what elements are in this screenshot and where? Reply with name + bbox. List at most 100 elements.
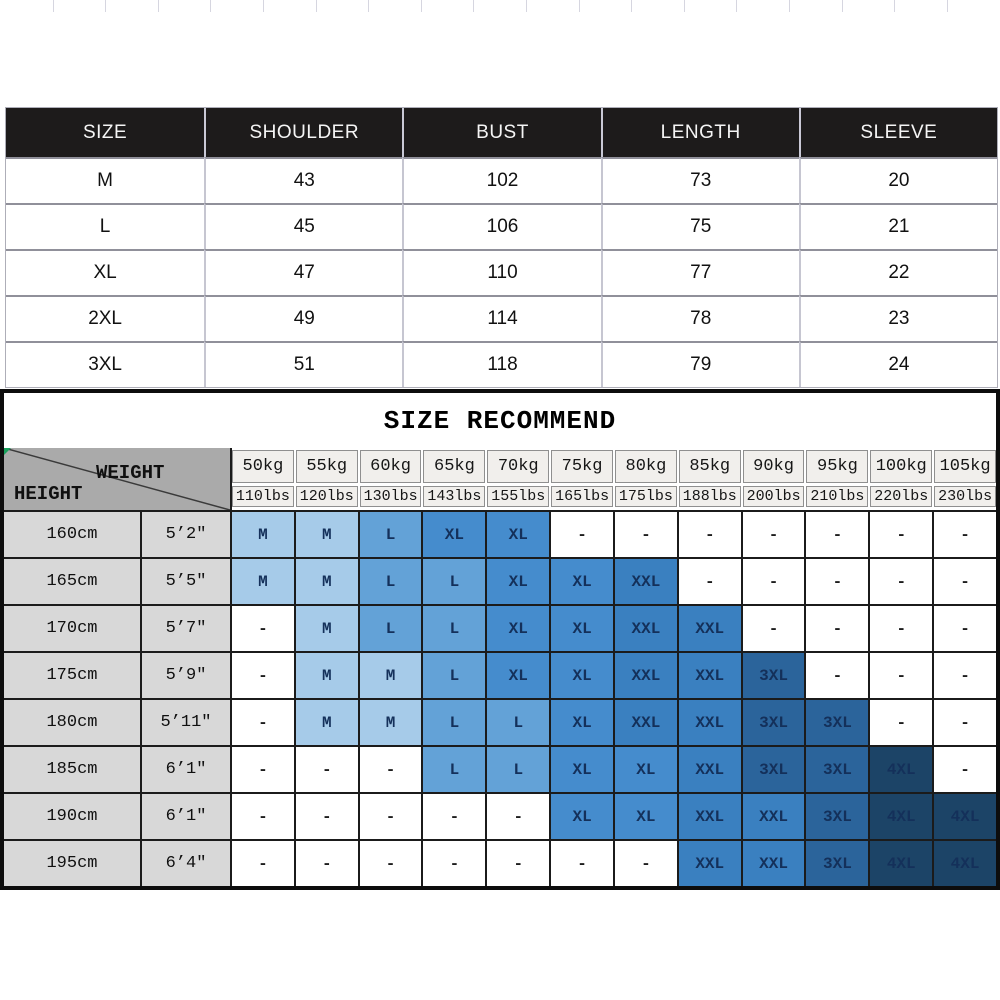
size-recommend-cell: XL bbox=[614, 794, 677, 839]
size-recommend-cell: - bbox=[870, 512, 933, 557]
size-recommend-cell: - bbox=[232, 794, 294, 839]
height-ft-cell: 5’5″ bbox=[142, 559, 230, 604]
size-recommend-cell: M bbox=[359, 700, 422, 745]
weight-kg-cell: 55kg bbox=[295, 450, 358, 483]
weight-lbs-cell: 155lbs bbox=[487, 486, 550, 507]
size-recommend-cell: - bbox=[487, 841, 550, 886]
weight-kg-cell: 50kg bbox=[232, 450, 294, 483]
height-ft-cell: 6’4″ bbox=[142, 841, 230, 886]
size-recommend-cell: L bbox=[423, 747, 486, 792]
weight-kg-cell: 105kg bbox=[934, 450, 996, 483]
size-table-cell: 47 bbox=[204, 249, 403, 295]
size-recommend-cell: XL bbox=[487, 606, 550, 651]
size-table-cell: 21 bbox=[798, 203, 997, 249]
size-recommend-cell: 3XL bbox=[806, 700, 869, 745]
size-recommend-cell: XXL bbox=[614, 700, 677, 745]
size-recommend-cell: - bbox=[487, 794, 550, 839]
height-cm-cell: 185cm bbox=[4, 747, 140, 792]
size-recommend-cell: - bbox=[295, 794, 358, 839]
size-recommend-cell: XXL bbox=[678, 606, 741, 651]
size-recommend-cell: XL bbox=[423, 512, 486, 557]
size-recommend-cell: L bbox=[487, 700, 550, 745]
size-recommend-cell: XXL bbox=[678, 841, 741, 886]
height-ft-cell: 5’11″ bbox=[142, 700, 230, 745]
size-recommend-cell: - bbox=[232, 653, 294, 698]
size-table-cell: M bbox=[6, 157, 205, 203]
size-table-cell: 77 bbox=[600, 249, 799, 295]
size-recommend-cell: - bbox=[806, 512, 869, 557]
grid-tick bbox=[578, 0, 580, 12]
size-table-cell: XL bbox=[6, 249, 205, 295]
size-recommend-cell: - bbox=[934, 559, 996, 604]
grid-tick bbox=[52, 0, 54, 12]
green-corner-marker bbox=[4, 448, 11, 455]
size-table: SIZE SHOULDER BUST LENGTH SLEEVE M 43 102 73 20 L 4… bbox=[5, 107, 998, 388]
size-table-cell: 2XL bbox=[6, 295, 205, 341]
height-ft-cell: 5’7″ bbox=[142, 606, 230, 651]
weight-kg-cell: 65kg bbox=[423, 450, 486, 483]
size-recommend-cell: - bbox=[934, 700, 996, 745]
size-recommend-cell: - bbox=[806, 559, 869, 604]
size-table-header-cell: SHOULDER bbox=[204, 108, 403, 157]
size-recommend-cell: M bbox=[232, 559, 294, 604]
size-recommend-cell: - bbox=[742, 559, 805, 604]
size-recommend-cell: XL bbox=[487, 559, 550, 604]
size-recommend-cell: XL bbox=[487, 512, 550, 557]
size-table-cell: 45 bbox=[204, 203, 403, 249]
size-recommend-cell: - bbox=[934, 653, 996, 698]
size-table-cell: 43 bbox=[204, 157, 403, 203]
weight-lbs-cell: 165lbs bbox=[551, 486, 613, 507]
size-table-header-cell: BUST bbox=[402, 108, 601, 157]
size-recommend-title: SIZE RECOMMEND bbox=[383, 405, 617, 436]
size-recommend-cell: - bbox=[870, 653, 933, 698]
size-recommend-cell: XL bbox=[487, 653, 550, 698]
size-recommend-cell: 4XL bbox=[934, 794, 996, 839]
size-table-cell: 114 bbox=[402, 295, 601, 341]
height-label: HEIGHT bbox=[14, 483, 83, 505]
size-table-cell: 22 bbox=[798, 249, 997, 295]
height-cm-cell: 190cm bbox=[4, 794, 140, 839]
size-recommend-cell: 3XL bbox=[742, 653, 805, 698]
size-recommend-cell: 4XL bbox=[870, 794, 933, 839]
size-recommend-cell: XXL bbox=[678, 653, 741, 698]
size-recommend-cell: L bbox=[487, 747, 550, 792]
size-recommend-cell: 3XL bbox=[742, 747, 805, 792]
size-recommend-cell: - bbox=[232, 606, 294, 651]
weight-lbs-cell: 220lbs bbox=[870, 486, 933, 507]
weight-lbs-cell: 143lbs bbox=[423, 486, 486, 507]
height-ft-cell: 5’2″ bbox=[142, 512, 230, 557]
height-ft-cell: 6’1″ bbox=[142, 747, 230, 792]
size-table-cell: L bbox=[6, 203, 205, 249]
size-table-header-cell: LENGTH bbox=[600, 108, 799, 157]
weight-kg-cell: 90kg bbox=[742, 450, 805, 483]
size-recommend-cell: XXL bbox=[742, 841, 805, 886]
size-table-cell: 20 bbox=[798, 157, 997, 203]
size-recommend-cell: - bbox=[359, 794, 422, 839]
size-recommend-cell: XL bbox=[551, 653, 613, 698]
size-recommend-cell: - bbox=[232, 841, 294, 886]
weight-kg-cell: 60kg bbox=[359, 450, 422, 483]
grid-tick bbox=[841, 0, 843, 12]
recommend-grid: 160cm 5’2″ M M L XL XL - - - - - - -165cm 5’5″ M M L L XL XL… bbox=[4, 510, 996, 886]
height-cm-cell: 165cm bbox=[4, 559, 140, 604]
grid-tick bbox=[683, 0, 685, 12]
size-recommend-cell: XL bbox=[551, 794, 613, 839]
size-recommend-cell: - bbox=[934, 747, 996, 792]
size-table-cell: 49 bbox=[204, 295, 403, 341]
weight-header-columns: 50kg 55kg 60kg 65kg 70kg 75kg 80kg 85kg 90kg 95kg… bbox=[232, 448, 996, 510]
grid-tick bbox=[894, 0, 896, 12]
weight-kg-cell: 70kg bbox=[487, 450, 550, 483]
size-recommend-cell: 3XL bbox=[806, 841, 869, 886]
grid-tick bbox=[157, 0, 159, 12]
size-table-cell: 23 bbox=[798, 295, 997, 341]
size-recommend-section: SIZE RECOMMEND WEIGHT HEIGHT 50kg 55kg 60k… bbox=[0, 389, 1000, 890]
weight-lbs-cell: 175lbs bbox=[614, 486, 677, 507]
size-recommend-cell: XL bbox=[551, 559, 613, 604]
size-recommend-cell: - bbox=[295, 841, 358, 886]
size-recommend-cell: M bbox=[295, 700, 358, 745]
recommend-header-row: WEIGHT HEIGHT 50kg 55kg 60kg 65kg 70kg 75kg 80… bbox=[4, 448, 996, 510]
size-recommend-cell: L bbox=[359, 606, 422, 651]
size-table-cell: 51 bbox=[204, 341, 403, 387]
grid-tick bbox=[368, 0, 370, 12]
size-recommend-cell: L bbox=[423, 653, 486, 698]
